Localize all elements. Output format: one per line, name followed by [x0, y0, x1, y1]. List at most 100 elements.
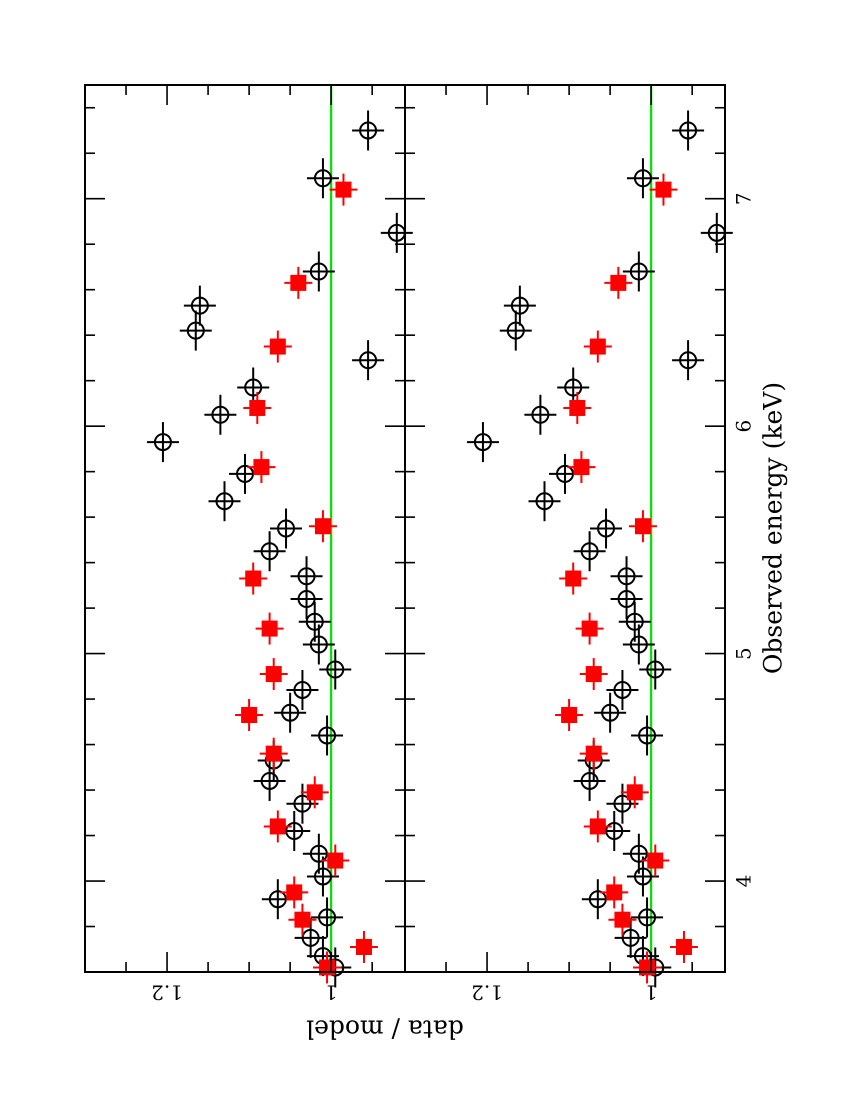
marker-circle: [318, 908, 337, 927]
y-tick-labels: 1 1.2 1 1.2: [151, 981, 657, 1005]
marker-circle: [629, 635, 648, 654]
data-point: [631, 897, 664, 938]
marker-circle: [301, 928, 320, 947]
marker-square: [647, 852, 664, 869]
data-point: [183, 285, 216, 326]
data-point: [239, 562, 268, 595]
data-point: [306, 856, 339, 897]
data-point: [253, 531, 286, 572]
marker-circle: [309, 635, 328, 654]
data-point: [622, 251, 655, 292]
data-point: [308, 510, 337, 543]
data-point: [503, 285, 536, 326]
marker-square: [573, 459, 590, 476]
data-point: [321, 844, 350, 877]
x-tick-label: 7: [732, 192, 756, 205]
marker-circle: [309, 844, 328, 863]
data-point: [583, 810, 612, 843]
data-point: [641, 844, 670, 877]
marker-circle: [633, 169, 652, 188]
series-red-filled-squares: [235, 173, 378, 984]
data-point: [243, 391, 272, 424]
data-point: [649, 173, 678, 206]
marker-circle: [629, 844, 648, 863]
marker-circle: [186, 321, 205, 340]
marker-circle: [633, 867, 652, 886]
data-point: [294, 917, 327, 958]
marker-circle: [556, 464, 574, 483]
marker-square: [314, 518, 331, 535]
marker-circle: [236, 464, 254, 483]
data-point: [466, 422, 499, 463]
data-point: [626, 158, 659, 199]
data-point: [319, 649, 352, 690]
data-point: [302, 624, 335, 665]
marker-square: [294, 911, 311, 928]
data-point: [700, 212, 733, 253]
data-point: [622, 624, 655, 665]
data-point: [298, 601, 331, 642]
marker-circle: [588, 890, 607, 909]
data-point: [575, 612, 604, 645]
data-point: [669, 930, 698, 963]
marker-square: [319, 959, 336, 976]
y-tick-label-top-1: 1: [325, 981, 338, 1005]
marker-circle: [313, 867, 332, 886]
series-black-open-circles: [146, 110, 413, 988]
y-tick-label-bottom-1.2: 1.2: [471, 981, 503, 1005]
marker-circle: [359, 351, 378, 370]
marker-circle: [293, 680, 312, 699]
marker-square: [265, 666, 282, 683]
marker-square: [614, 911, 631, 928]
series-red-filled-squares: [555, 173, 698, 984]
panel-top: [146, 85, 413, 988]
marker-circle: [473, 433, 492, 452]
marker-circle: [326, 660, 345, 679]
marker-square: [589, 818, 606, 835]
marker-circle: [297, 567, 316, 586]
data-point: [628, 510, 657, 543]
data-point: [631, 715, 664, 756]
marker-circle: [531, 405, 550, 424]
x-tick-labels: 4 5 6 7: [732, 192, 756, 887]
data-point: [626, 856, 659, 897]
marker-square: [655, 181, 672, 198]
data-point: [329, 173, 358, 206]
marker-circle: [679, 121, 698, 140]
marker-circle: [285, 821, 304, 840]
marker-circle: [580, 542, 599, 561]
x-tick-label: 4: [732, 875, 756, 888]
marker-circle: [506, 321, 525, 340]
marker-circle: [260, 542, 279, 561]
marker-square: [249, 399, 266, 416]
data-point: [349, 930, 378, 963]
x-tick-label: 5: [732, 647, 756, 660]
panel-bottom: [466, 85, 733, 988]
data-point: [263, 810, 292, 843]
y-axis-label: data / model: [306, 1015, 464, 1044]
data-point: [380, 212, 413, 253]
marker-circle: [318, 726, 337, 745]
data-point: [499, 310, 532, 351]
marker-circle: [597, 519, 616, 538]
data-point: [286, 669, 319, 710]
marker-square: [261, 620, 278, 637]
marker-circle: [268, 890, 287, 909]
data-point: [528, 481, 561, 522]
marker-circle: [613, 794, 632, 813]
data-point: [274, 692, 307, 733]
marker-square: [610, 274, 627, 291]
data-point: [639, 649, 672, 690]
data-point: [618, 601, 651, 642]
marker-square: [589, 338, 606, 355]
y-tick-label-top-1.2: 1.2: [151, 981, 183, 1005]
marker-square: [253, 459, 270, 476]
marker-circle: [190, 296, 209, 315]
series-black-open-circles: [466, 110, 733, 988]
data-point: [610, 556, 643, 597]
marker-circle: [621, 928, 640, 947]
marker-circle: [613, 680, 632, 699]
data-point: [306, 158, 339, 199]
marker-square: [626, 784, 643, 801]
